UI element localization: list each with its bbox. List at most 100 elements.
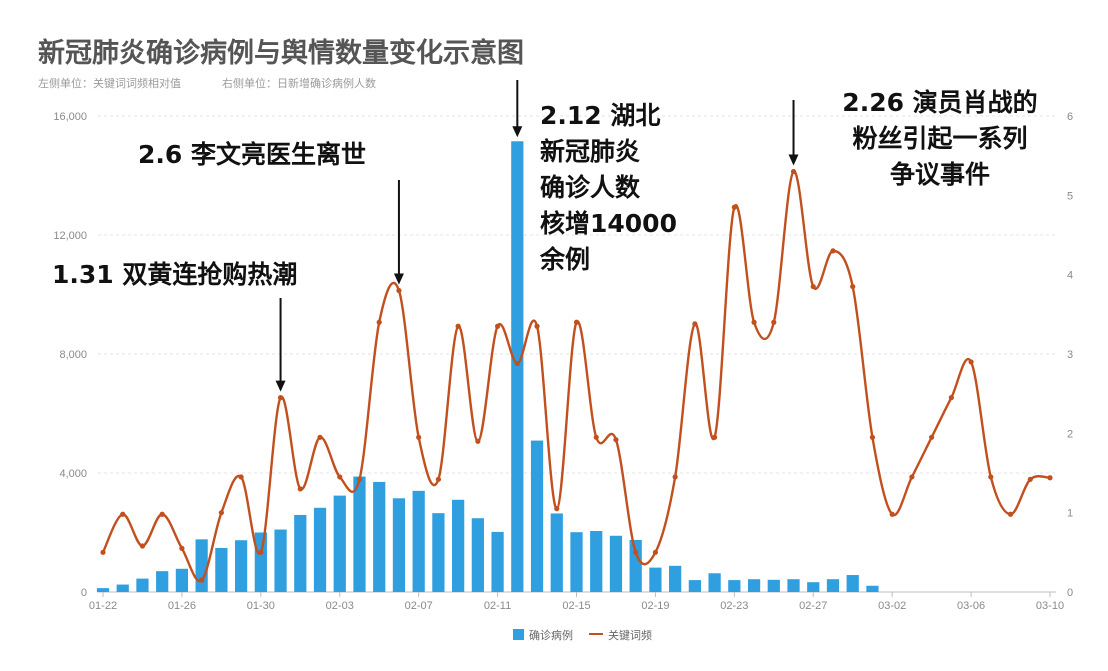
right-axis-tick-label: 3	[1067, 349, 1073, 361]
point-keyword-frequency	[435, 476, 441, 482]
annotation-text: 核增14000	[540, 209, 677, 238]
chart-subtitle-left: 左侧单位：关键词词频相对值	[38, 76, 181, 90]
left-axis-tick-label: 12,000	[53, 230, 87, 242]
x-axis-tick-label: 03-06	[957, 600, 985, 612]
point-keyword-frequency	[159, 511, 165, 517]
annotation-text: 余例	[539, 245, 590, 274]
point-keyword-frequency	[376, 319, 382, 325]
event-annotations: 1.31 双黄连抢购热潮 2.6 李文亮医生离世 2.12 湖北新冠肺炎确诊人数核增…	[52, 80, 1038, 392]
x-axis-ticks: 01-22 01-26 01-30 02-03 02-07 02-11 02-15 02-19…	[89, 592, 1064, 612]
point-keyword-frequency	[514, 360, 520, 367]
bar-confirmed-cases	[747, 579, 761, 592]
point-keyword-frequency	[1027, 476, 1033, 482]
point-keyword-frequency	[218, 510, 224, 516]
point-keyword-frequency	[672, 474, 678, 480]
chart-subtitle-right: 右侧单位：日新增确诊病例人数	[222, 76, 376, 90]
bar-confirmed-cases	[136, 578, 149, 592]
annotation-text: 确诊人数	[540, 173, 641, 202]
bar-confirmed-cases	[609, 535, 623, 592]
point-keyword-frequency	[337, 474, 343, 480]
x-axis-tick-label: 02-19	[641, 600, 669, 612]
point-keyword-frequency	[416, 434, 422, 440]
right-axis-tick-label: 0	[1067, 587, 1073, 599]
legend-bar-swatch	[513, 629, 524, 640]
bar-confirmed-cases	[530, 440, 544, 592]
bar-confirmed-cases	[195, 539, 208, 592]
point-keyword-frequency	[297, 486, 303, 492]
bar-confirmed-cases	[234, 540, 248, 592]
bar-confirmed-cases	[629, 539, 642, 592]
point-keyword-frequency	[731, 204, 737, 210]
bar-confirmed-cases	[807, 582, 820, 592]
point-keyword-frequency	[100, 549, 106, 555]
bar-confirmed-cases	[452, 499, 465, 592]
point-keyword-frequency	[238, 474, 244, 480]
bar-confirmed-cases	[866, 585, 879, 592]
bar-confirmed-cases	[649, 567, 662, 592]
point-keyword-frequency	[633, 549, 639, 555]
annotation-text: 2.26 演员肖战的	[842, 88, 1037, 117]
bar-confirmed-cases	[392, 498, 406, 592]
bar-confirmed-cases	[156, 571, 169, 592]
bar-confirmed-cases	[590, 531, 603, 592]
point-keyword-frequency	[988, 474, 994, 480]
annotation-arrow-head	[393, 273, 404, 285]
point-keyword-frequency	[554, 506, 560, 512]
point-keyword-frequency	[475, 438, 481, 444]
legend-line-label: 关键词频	[608, 628, 652, 642]
point-keyword-frequency	[396, 287, 402, 294]
x-axis-tick-label: 02-07	[405, 600, 433, 612]
point-keyword-frequency	[790, 168, 797, 175]
point-keyword-frequency	[948, 395, 954, 401]
point-keyword-frequency	[455, 323, 461, 329]
point-keyword-frequency	[356, 476, 363, 482]
legend: 确诊病例 关键词频	[513, 628, 652, 642]
point-keyword-frequency	[494, 323, 501, 329]
x-axis-tick-label: 01-30	[247, 600, 275, 612]
point-keyword-frequency	[771, 319, 777, 325]
point-keyword-frequency	[869, 434, 876, 440]
annotation-text: 2.12 湖北	[540, 101, 660, 130]
bar-confirmed-cases	[491, 531, 504, 592]
point-keyword-frequency	[317, 434, 323, 440]
legend-bar-label: 确诊病例	[529, 628, 573, 642]
bar-confirmed-cases	[432, 513, 445, 592]
right-axis-tick-label: 2	[1067, 428, 1073, 440]
point-keyword-frequency	[277, 395, 284, 401]
left-axis-ticks: 0 4,000 8,000 12,000 16,000	[53, 111, 87, 599]
point-keyword-frequency	[593, 434, 599, 440]
bar-confirmed-cases	[254, 532, 267, 592]
bar-confirmed-cases	[274, 529, 287, 592]
point-keyword-frequency	[179, 545, 185, 551]
annotation-arrow-head	[275, 380, 286, 392]
x-axis-tick-label: 02-15	[562, 600, 590, 612]
point-keyword-frequency	[573, 319, 580, 325]
bar-confirmed-cases	[511, 141, 524, 592]
annotation-arrow-head	[788, 154, 799, 166]
bar-confirmed-cases	[767, 579, 780, 592]
bar-confirmed-cases	[353, 476, 366, 592]
bar-confirmed-cases	[116, 584, 129, 592]
bar-confirmed-cases	[688, 580, 701, 592]
point-keyword-frequency	[909, 474, 915, 480]
bar-confirmed-cases	[96, 588, 110, 592]
x-axis-tick-label: 01-22	[89, 600, 117, 612]
x-axis-tick-label: 02-11	[484, 600, 511, 612]
bar-confirmed-cases	[787, 579, 800, 592]
x-axis-tick-label: 02-23	[720, 600, 748, 612]
point-keyword-frequency	[258, 549, 264, 555]
point-keyword-frequency	[968, 359, 974, 365]
bar-confirmed-cases	[373, 481, 386, 592]
right-axis-ticks: 0 1 2 3 4 5 6	[1067, 111, 1073, 599]
bar-series-confirmed-cases	[96, 141, 879, 592]
point-keyword-frequency	[692, 321, 698, 327]
chart-title: 新冠肺炎确诊病例与舆情数量变化示意图	[38, 37, 524, 69]
bar-confirmed-cases	[333, 495, 346, 592]
left-axis-tick-label: 16,000	[53, 111, 87, 123]
point-keyword-frequency	[1007, 511, 1014, 517]
bar-confirmed-cases	[669, 565, 682, 592]
x-axis-tick-label: 01-26	[168, 600, 196, 612]
bar-confirmed-cases	[215, 547, 228, 592]
point-keyword-frequency	[810, 283, 816, 290]
